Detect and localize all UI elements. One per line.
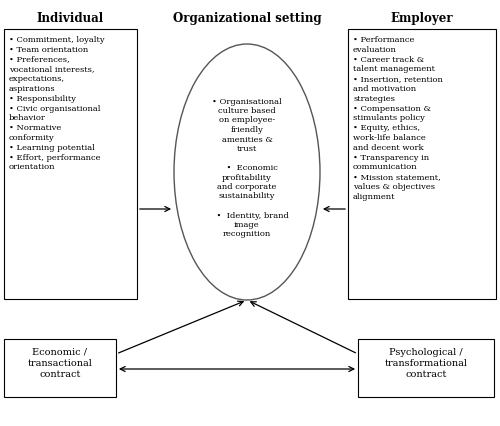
- Text: • Organisational
culture based
on employee-
friendly
amenities &
trust

    •  E: • Organisational culture based on employ…: [206, 97, 288, 238]
- Text: Organizational setting: Organizational setting: [172, 12, 322, 25]
- Text: • Performance
evaluation
• Career track &
talent management
• Insertion, retenti: • Performance evaluation • Career track …: [353, 36, 443, 200]
- Ellipse shape: [174, 45, 320, 300]
- Text: Employer: Employer: [390, 12, 454, 25]
- Text: • Commitment, loyalty
• Team orientation
• Preferences,
vocational interests,
ex: • Commitment, loyalty • Team orientation…: [9, 36, 104, 171]
- Text: Individual: Individual: [36, 12, 104, 25]
- Text: Psychological /
transformational
contract: Psychological / transformational contrac…: [384, 347, 468, 378]
- FancyBboxPatch shape: [4, 339, 116, 397]
- FancyBboxPatch shape: [348, 30, 496, 299]
- FancyBboxPatch shape: [358, 339, 494, 397]
- Text: Economic /
transactional
contract: Economic / transactional contract: [28, 347, 92, 378]
- FancyBboxPatch shape: [4, 30, 137, 299]
